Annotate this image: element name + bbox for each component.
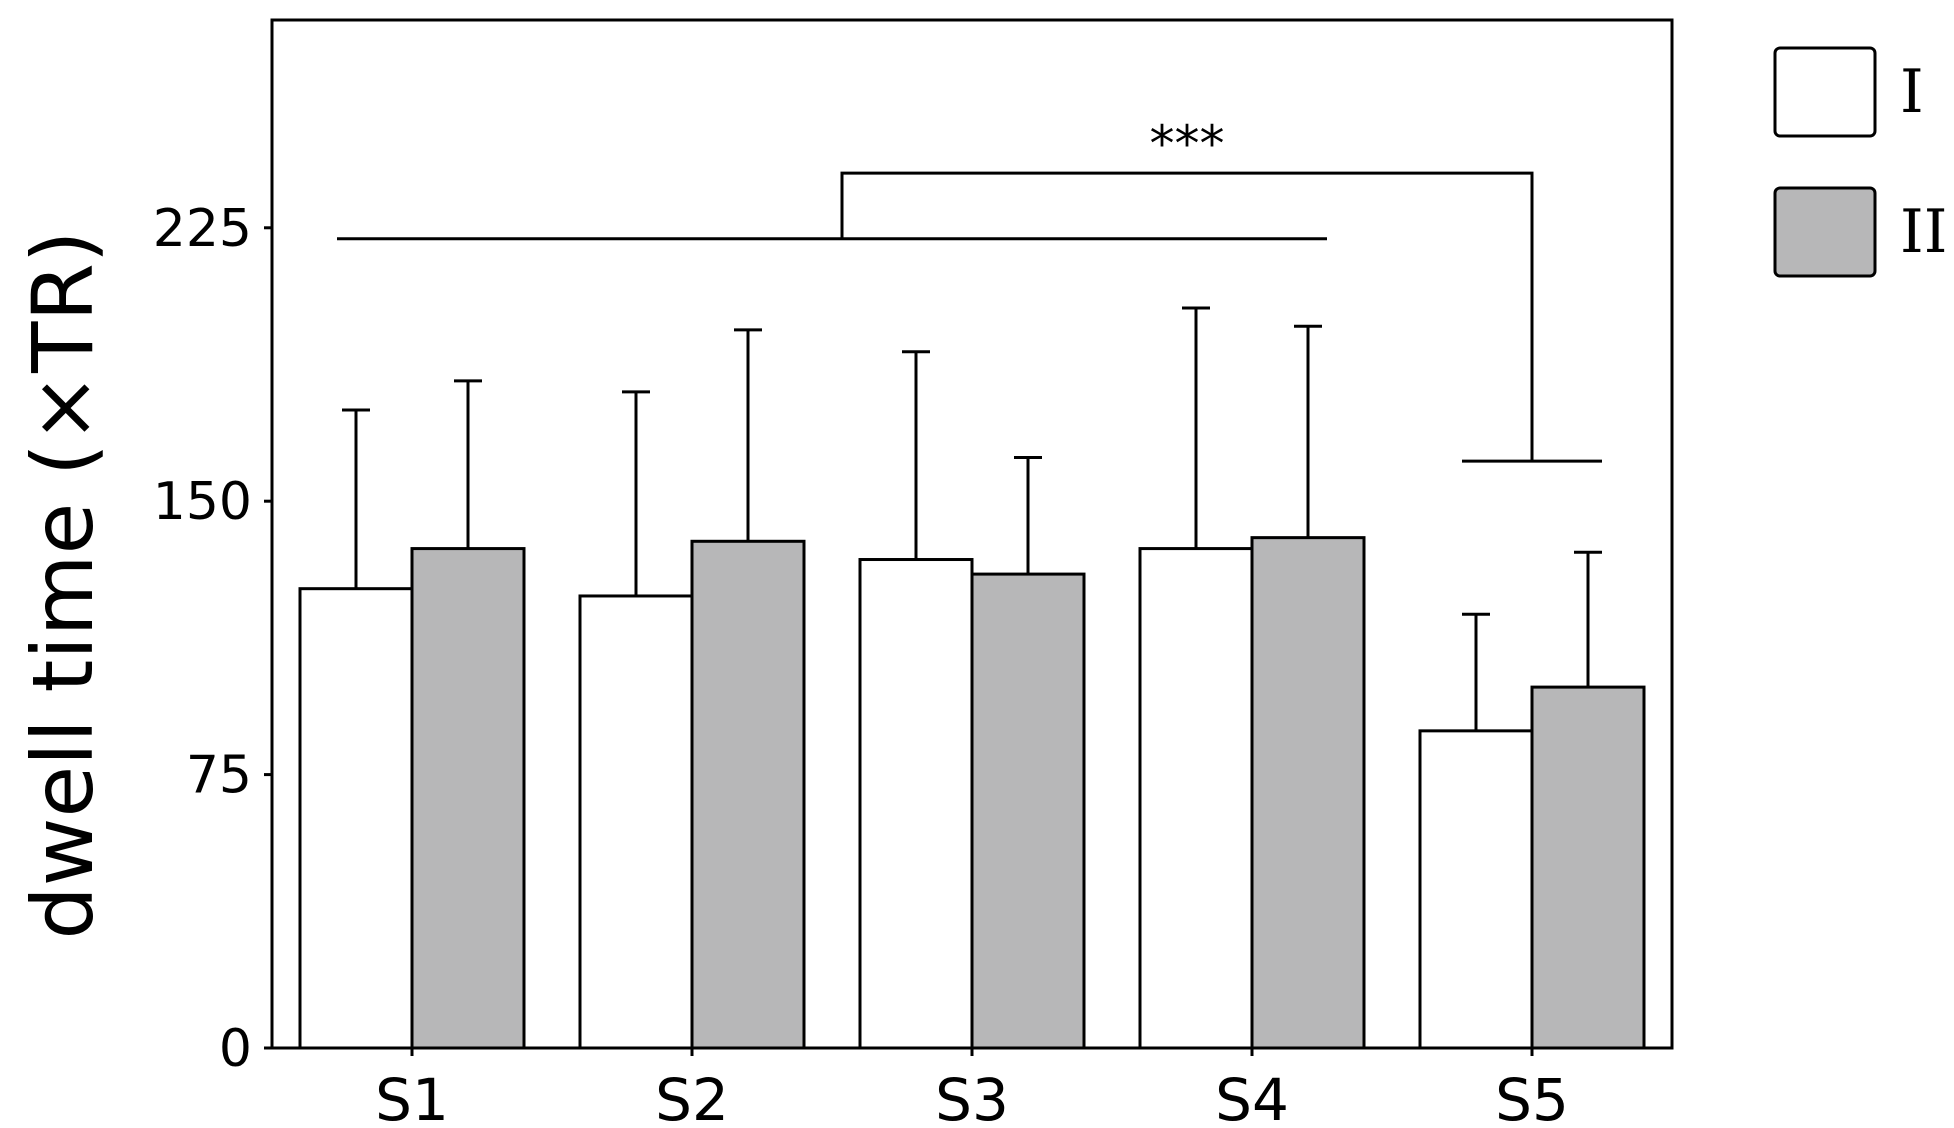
- significance-bracket: ***: [337, 115, 1602, 463]
- legend-swatch-II: [1773, 186, 1877, 278]
- x-tick-label-S3: S3: [935, 1066, 1009, 1128]
- y-tick-label: 225: [153, 199, 252, 259]
- y-tick-label: 150: [153, 472, 252, 532]
- bar-I-S5: [1418, 729, 1534, 1050]
- x-axis-categories: S1 S2 S3 S4 S5: [375, 1048, 1569, 1128]
- x-tick-label-S1: S1: [375, 1066, 449, 1128]
- x-tick-label-S5: S5: [1495, 1066, 1569, 1128]
- y-axis-ticks: 0 75 150 225: [153, 199, 272, 1079]
- error-bars-layer: [342, 306, 1602, 731]
- bar-II-S2: [690, 539, 806, 1050]
- bar-I-S1: [298, 587, 414, 1050]
- significance-stars: ***: [1150, 115, 1225, 173]
- bar-II-S1: [410, 547, 526, 1050]
- bars-layer: [298, 536, 1646, 1050]
- legend: III: [1773, 46, 1947, 278]
- bar-I-S3: [858, 558, 974, 1050]
- legend-label-II: II: [1900, 197, 1947, 267]
- x-tick-label-S4: S4: [1215, 1066, 1289, 1128]
- bar-II-S3: [970, 572, 1086, 1050]
- x-tick-label-S2: S2: [655, 1066, 729, 1128]
- bar-II-S5: [1530, 685, 1646, 1050]
- bar-II-S4: [1250, 536, 1366, 1050]
- y-axis-label: dwell time (×TR): [14, 230, 112, 939]
- y-tick-label: 75: [186, 746, 252, 806]
- legend-label-I: I: [1900, 57, 1924, 127]
- bar-I-S2: [578, 594, 694, 1050]
- y-tick-label: 0: [219, 1019, 252, 1079]
- bracket-line: [840, 171, 1534, 462]
- legend-swatch-I: [1773, 46, 1877, 138]
- bar-I-S4: [1138, 547, 1254, 1050]
